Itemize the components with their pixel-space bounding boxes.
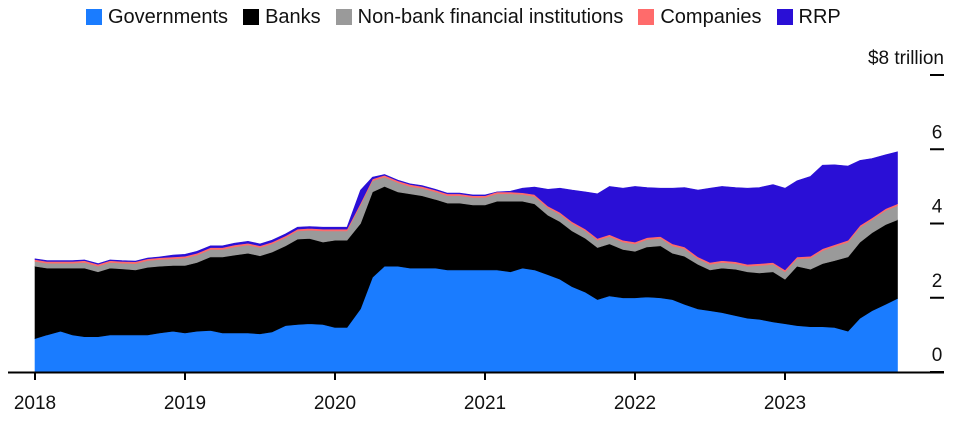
- y-tick-label: 0: [932, 345, 943, 366]
- legend-label-non-bank: Non-bank financial institutions: [357, 5, 624, 28]
- legend-item-rrp: RRP: [776, 5, 841, 29]
- legend-item-non-bank: Non-bank financial institutions: [335, 5, 624, 29]
- x-tick-label: 2022: [614, 393, 656, 414]
- legend-item-companies: Companies: [638, 5, 762, 29]
- legend-swatch-banks: [243, 9, 260, 25]
- legend-swatch-rrp: [776, 9, 793, 25]
- legend-label-companies: Companies: [660, 5, 762, 28]
- legend: Governments Banks Non-bank financial ins…: [86, 4, 841, 30]
- y-tick-label: 4: [932, 197, 943, 218]
- legend-label-governments: Governments: [108, 5, 229, 28]
- area-layer: [34, 151, 898, 373]
- x-tick-label: 2018: [14, 393, 56, 414]
- legend-item-governments: Governments: [86, 6, 228, 29]
- legend-label-banks: Banks: [265, 5, 321, 28]
- x-tick-label: 2019: [164, 393, 206, 414]
- area-rrp: [34, 151, 898, 271]
- legend-item-banks: Banks: [243, 6, 321, 29]
- x-tick-label: 2023: [764, 393, 806, 414]
- x-tick-label: 2020: [314, 393, 356, 414]
- y-tick-label: 6: [932, 122, 943, 143]
- legend-swatch-companies: [638, 9, 655, 25]
- x-tick-label: 2021: [464, 393, 506, 414]
- legend-swatch-governments: [86, 9, 102, 25]
- y-tick-label: 2: [932, 271, 943, 292]
- legend-label-rrp: RRP: [798, 5, 841, 28]
- legend-swatch-non-bank: [335, 9, 352, 25]
- y-tick-label: $8 trillion: [868, 48, 944, 69]
